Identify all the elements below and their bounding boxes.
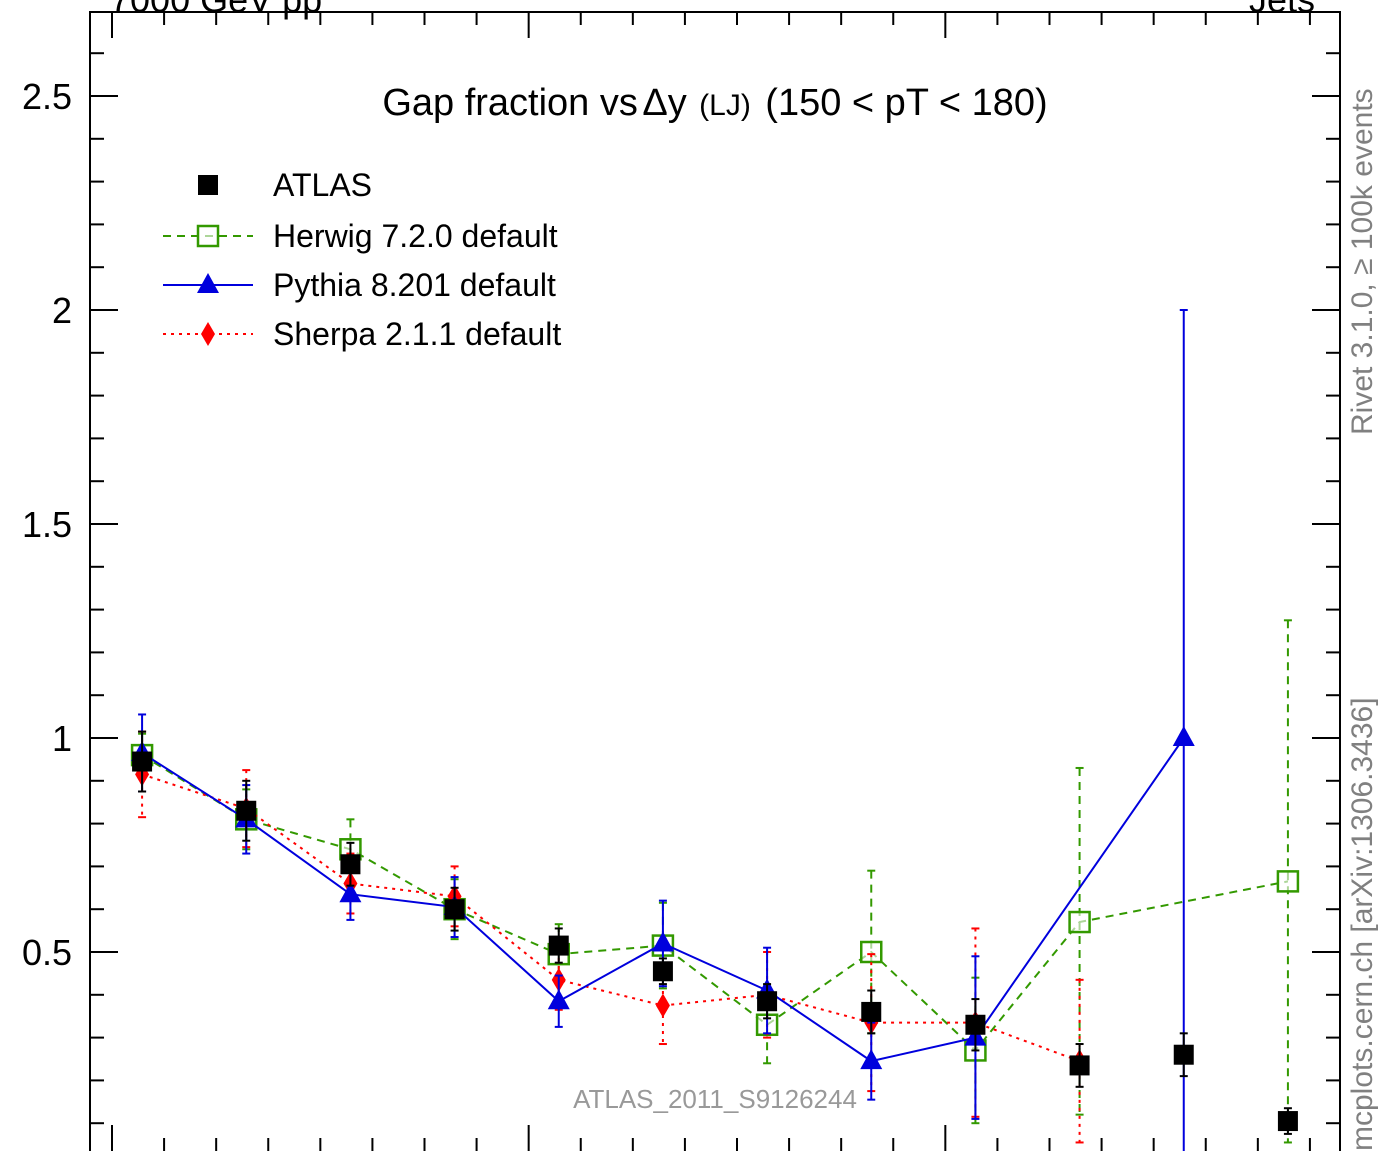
data-point bbox=[547, 989, 570, 1010]
series-line bbox=[141, 754, 1289, 1052]
series-layer bbox=[130, 309, 1300, 1151]
process-label: Jets bbox=[1249, 0, 1315, 20]
data-point bbox=[339, 882, 362, 903]
data-point bbox=[965, 1014, 986, 1035]
rivet-label: Rivet 3.1.0, ≥ 100k events bbox=[1346, 88, 1379, 435]
data-point bbox=[860, 940, 883, 964]
legend-label: Herwig 7.2.0 default bbox=[273, 218, 558, 254]
data-point bbox=[1069, 1055, 1090, 1076]
mcplots-label: mcplots.cern.ch [arXiv:1306.3436] bbox=[1346, 697, 1379, 1151]
y-tick-label: 2.5 bbox=[22, 76, 72, 117]
data-point bbox=[1276, 870, 1300, 893]
legend-label: Sherpa 2.1.1 default bbox=[273, 316, 561, 352]
data-point bbox=[340, 854, 361, 875]
data-point bbox=[757, 991, 778, 1012]
legend-marker bbox=[197, 273, 219, 293]
data-point bbox=[1068, 910, 1091, 934]
y-tick-label: 0.5 bbox=[22, 932, 72, 973]
plot-frame bbox=[89, 11, 1341, 1151]
data-point bbox=[444, 899, 465, 920]
data-point bbox=[1277, 1111, 1298, 1132]
analysis-watermark: ATLAS_2011_S9126244 bbox=[573, 1084, 857, 1114]
series-herwig bbox=[130, 619, 1300, 1144]
y-axis: 0.5 1 1.5 2 2.5 bbox=[22, 52, 1340, 1125]
data-point bbox=[548, 935, 569, 956]
series-sherpa bbox=[135, 730, 1087, 1144]
data-point bbox=[652, 961, 673, 982]
legend-label: ATLAS bbox=[273, 167, 372, 203]
data-point bbox=[860, 1049, 883, 1070]
legend-marker bbox=[196, 224, 220, 248]
data-point bbox=[651, 931, 674, 952]
series-line bbox=[141, 737, 1185, 1063]
legend-label: Pythia 8.201 default bbox=[273, 267, 556, 303]
series-line bbox=[141, 773, 1080, 1063]
y-tick-label: 1.5 bbox=[22, 504, 72, 545]
legend: ATLAS Herwig 7.2.0 default Pythia 8.201 de… bbox=[163, 167, 561, 352]
data-point bbox=[861, 1001, 882, 1022]
data-point bbox=[655, 993, 670, 1018]
y-tick-label: 1 bbox=[52, 718, 72, 759]
legend-marker bbox=[201, 322, 215, 346]
chart-title: Gap fraction vs Δy (LJ) (150 < pT < 180) bbox=[382, 82, 1047, 124]
data-point bbox=[132, 751, 153, 772]
series-atlas bbox=[132, 730, 1298, 1135]
x-axis bbox=[111, 12, 1311, 1151]
data-point bbox=[236, 800, 257, 821]
data-point bbox=[1172, 726, 1195, 746]
data-point bbox=[1173, 1044, 1194, 1065]
y-tick-label: 2 bbox=[52, 290, 72, 331]
legend-marker bbox=[198, 175, 218, 195]
